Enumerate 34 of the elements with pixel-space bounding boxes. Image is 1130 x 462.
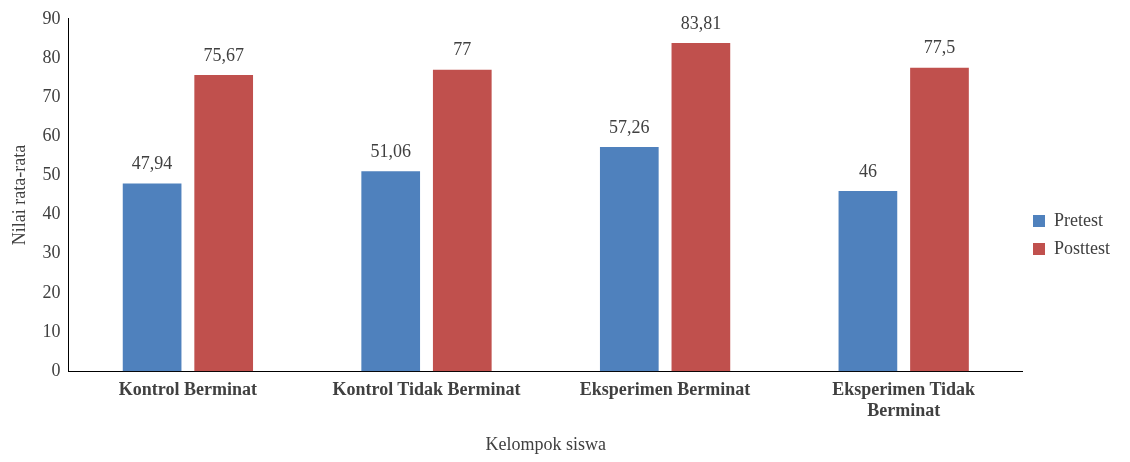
data-label: 75,67: [203, 44, 244, 65]
y-tick-label: 90: [42, 7, 61, 28]
bar: [122, 183, 182, 372]
y-tick-label: 40: [42, 203, 61, 224]
y-tick-label: 30: [42, 242, 61, 263]
x-tick-label: Kontrol Tidak Berminat: [332, 378, 521, 399]
x-tick-label: Eksperimen Berminat: [579, 378, 751, 399]
bar: [910, 67, 969, 372]
y-tick-label: 20: [42, 281, 61, 302]
data-label: 57,26: [609, 116, 650, 137]
y-tick-label: 0: [51, 359, 61, 380]
y-tick-label: 70: [42, 85, 61, 106]
data-label: 77,5: [923, 37, 956, 58]
bar: [671, 43, 731, 372]
x-tick-label: Kontrol Berminat: [118, 378, 257, 399]
x-tick-label: Eksperimen Tidak Berminat: [832, 378, 976, 421]
bar: [432, 69, 492, 372]
bar: [194, 74, 254, 372]
data-label: 51,06: [370, 141, 411, 162]
bar: [599, 147, 659, 372]
data-label: 83,81: [680, 12, 722, 33]
y-tick-label: 80: [42, 46, 61, 67]
data-label: 77: [453, 39, 472, 60]
legend-label: Posttest: [1053, 237, 1110, 258]
y-tick-label: 50: [42, 164, 61, 185]
bar: [838, 191, 898, 372]
y-tick-label: 60: [42, 125, 61, 145]
y-tick-label: 10: [42, 320, 61, 341]
data-label: 46: [858, 160, 877, 181]
y-axis-title: Nilai rata-rata: [8, 144, 29, 246]
bar: [361, 171, 421, 372]
x-axis-title: Kelompok siswa: [485, 433, 607, 454]
data-label: 47,94: [131, 153, 173, 174]
legend-label: Pretest: [1053, 209, 1103, 230]
